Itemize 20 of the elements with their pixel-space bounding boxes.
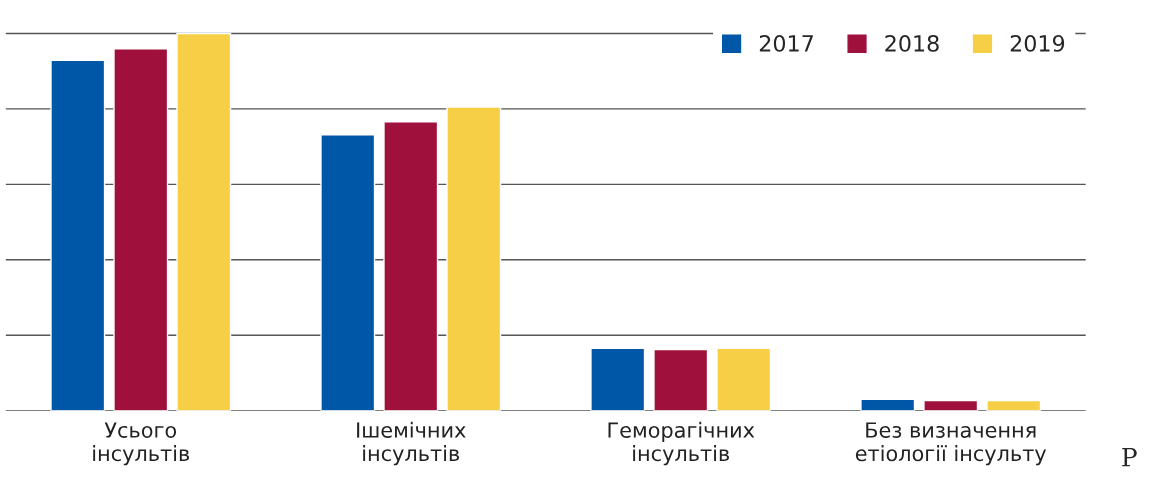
bar <box>383 121 439 411</box>
bar <box>590 347 646 411</box>
bar <box>176 32 232 411</box>
legend-label: 2017 <box>759 34 813 52</box>
bar <box>860 398 916 411</box>
bar <box>446 106 502 411</box>
legend-label: 2018 <box>885 34 939 52</box>
text: Р <box>1122 447 1137 467</box>
x-tick-label: Усього інсультів <box>93 422 190 466</box>
x-tick-label: Без визначення етіології інсульту <box>855 422 1047 466</box>
bar <box>986 399 1042 411</box>
bar <box>653 348 709 411</box>
bar <box>113 48 169 411</box>
legend-label: 2019 <box>1010 34 1065 52</box>
bar <box>50 59 106 411</box>
bar <box>716 347 772 411</box>
bar <box>923 399 979 411</box>
bar <box>320 134 376 411</box>
x-tick-label: Ішемічних інсультів <box>357 421 466 466</box>
x-tick-label: Геморагічних інсультів <box>608 421 755 466</box>
